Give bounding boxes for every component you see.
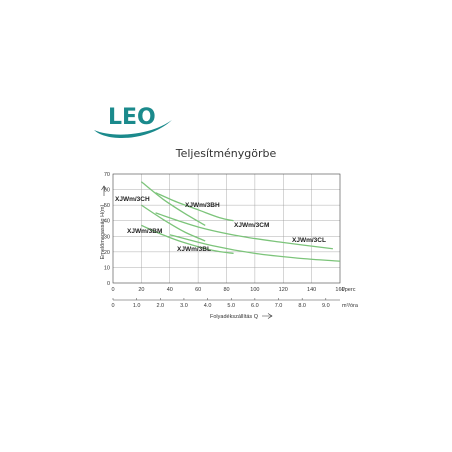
y-tick-label: 60 <box>104 188 110 194</box>
y-tick-label: 50 <box>104 203 110 209</box>
x-tick-label: 160 <box>335 287 344 293</box>
x-tick-label: 40 <box>167 287 173 293</box>
x2-tick-label: 5.0 <box>227 303 235 309</box>
y-tick-label: 70 <box>104 172 110 178</box>
curve-xjwm-3bh <box>155 192 234 222</box>
curve-label-xjwm-3cm: XJWm/3CM <box>234 222 269 229</box>
curve-label-xjwm-3cl: XJWm/3CL <box>292 237 326 244</box>
x2-unit-label: m³/óra <box>342 303 359 309</box>
y-tick-label: 0 <box>107 281 110 287</box>
x-tick-label: 20 <box>138 287 144 293</box>
grid <box>113 174 340 283</box>
leo-logo: LEO <box>94 105 172 139</box>
x-tick-label: 120 <box>279 287 288 293</box>
chart-title: Teljesítménygörbe <box>175 147 277 160</box>
labels: 0 10 20 30 40 50 60 70 0 20 40 60 80 100 120 140 160l/pe… <box>100 172 359 320</box>
x2-tick-label: 4.0 <box>204 303 212 309</box>
x2-tick-label: 3.0 <box>180 303 188 309</box>
axes <box>112 173 341 301</box>
y-tick-label: 20 <box>104 250 110 256</box>
curve-xjwm-3cm <box>141 204 206 242</box>
logo-text: LEO <box>108 105 156 130</box>
x2-tick-label: 1.0 <box>133 303 141 309</box>
curve-label-xjwm-3bh: XJWm/3BH <box>185 202 220 209</box>
x-axis-title: Folyadékszállítás Q <box>210 314 259 320</box>
y-tick-label: 40 <box>104 219 110 225</box>
y-axis-title: Emelőmagasság H(m) <box>100 204 106 259</box>
curve-xjwm-3bl <box>169 234 341 262</box>
x-axis-arrow <box>262 313 273 319</box>
plot-frame <box>112 173 341 284</box>
x-tick-label: 100 <box>250 287 259 293</box>
curve-xjwm-3ch <box>140 181 206 226</box>
y-axis-arrow <box>101 185 107 196</box>
y-tick-label: 30 <box>104 234 110 240</box>
x-tick-label: 140 <box>307 287 316 293</box>
curve-label-xjwm-3bl: XJWm/3BL <box>177 246 211 253</box>
x2-tick-label: 0 <box>111 303 114 309</box>
x2-tick-label: 6.0 <box>251 303 259 309</box>
y-tick-label: 10 <box>104 265 110 271</box>
x-tick-label: 60 <box>195 287 201 293</box>
curve-xjwm-3bm <box>155 212 333 250</box>
x-unit-label: l/perc <box>342 287 356 293</box>
x-tick-label: 0 <box>111 287 114 293</box>
x2-tick-label: 9.0 <box>322 303 330 309</box>
curve-label-xjwm-3bm: XJWm/3BM <box>127 228 162 235</box>
x2-tick-label: 2.0 <box>156 303 164 309</box>
curve-label-xjwm-3ch: XJWm/3CH <box>115 196 150 203</box>
x2-tick-label: 7.0 <box>275 303 283 309</box>
curve-xjwm-3cl <box>141 224 234 255</box>
curves <box>140 181 341 262</box>
x-tick-label: 80 <box>223 287 229 293</box>
x2-tick-label: 8.0 <box>298 303 306 309</box>
